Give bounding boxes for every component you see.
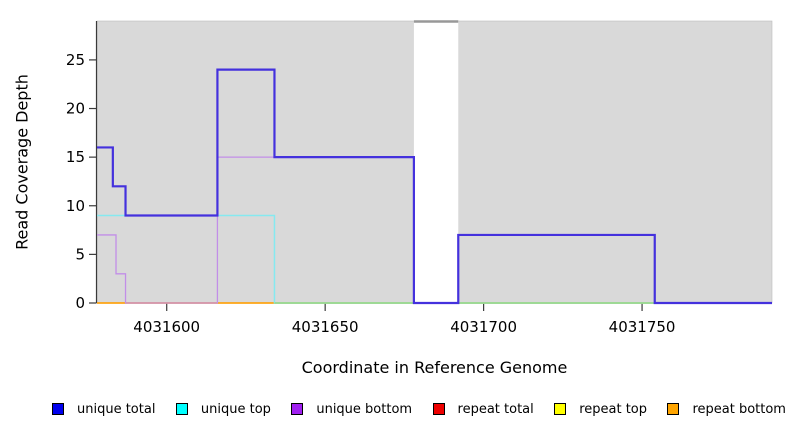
x-tick-label: 4031600 [133,318,200,336]
y-axis-title: Read Coverage Depth [12,74,32,250]
chart-legend: unique total unique top unique bottom repea… [52,398,786,420]
legend-item-repeat-total: repeat total [432,401,534,417]
legend-swatch-icon [175,403,188,415]
y-tick-label: 15 [66,148,85,166]
x-tick-label: 4031650 [292,318,359,336]
legend-item-repeat-bottom: repeat bottom [667,402,786,417]
x-axis-title: Coordinate in Reference Genome [301,358,568,377]
y-tick-label: 0 [75,294,85,312]
legend-swatch-icon [291,403,304,415]
legend-swatch-icon [432,403,445,415]
series-unique-total-line [97,68,772,305]
legend-item-repeat-top: repeat top [554,402,647,417]
legend-swatch-icon [667,403,680,415]
y-tick-label: 25 [66,51,85,69]
coverage-gap-band [413,21,459,303]
y-tick-label: 20 [66,100,85,118]
x-tick-label: 4031700 [450,318,517,336]
legend-label: repeat total [457,401,534,417]
legend-label: unique total [77,401,156,417]
legend-label: unique top [200,401,271,417]
legend-label: repeat bottom [692,401,786,417]
legend-swatch-icon [52,403,64,415]
legend-item-unique-total: unique total [52,402,155,417]
legend-label: repeat top [579,401,647,417]
x-tick-label: 4031750 [609,318,676,336]
y-tick-label: 5 [75,245,85,263]
legend-swatch-icon [554,403,567,415]
y-tick-label: 10 [66,197,85,215]
legend-item-unique-top: unique top [175,401,271,417]
legend-label: unique bottom [316,401,413,417]
legend-item-unique-bottom: unique bottom [291,402,412,417]
